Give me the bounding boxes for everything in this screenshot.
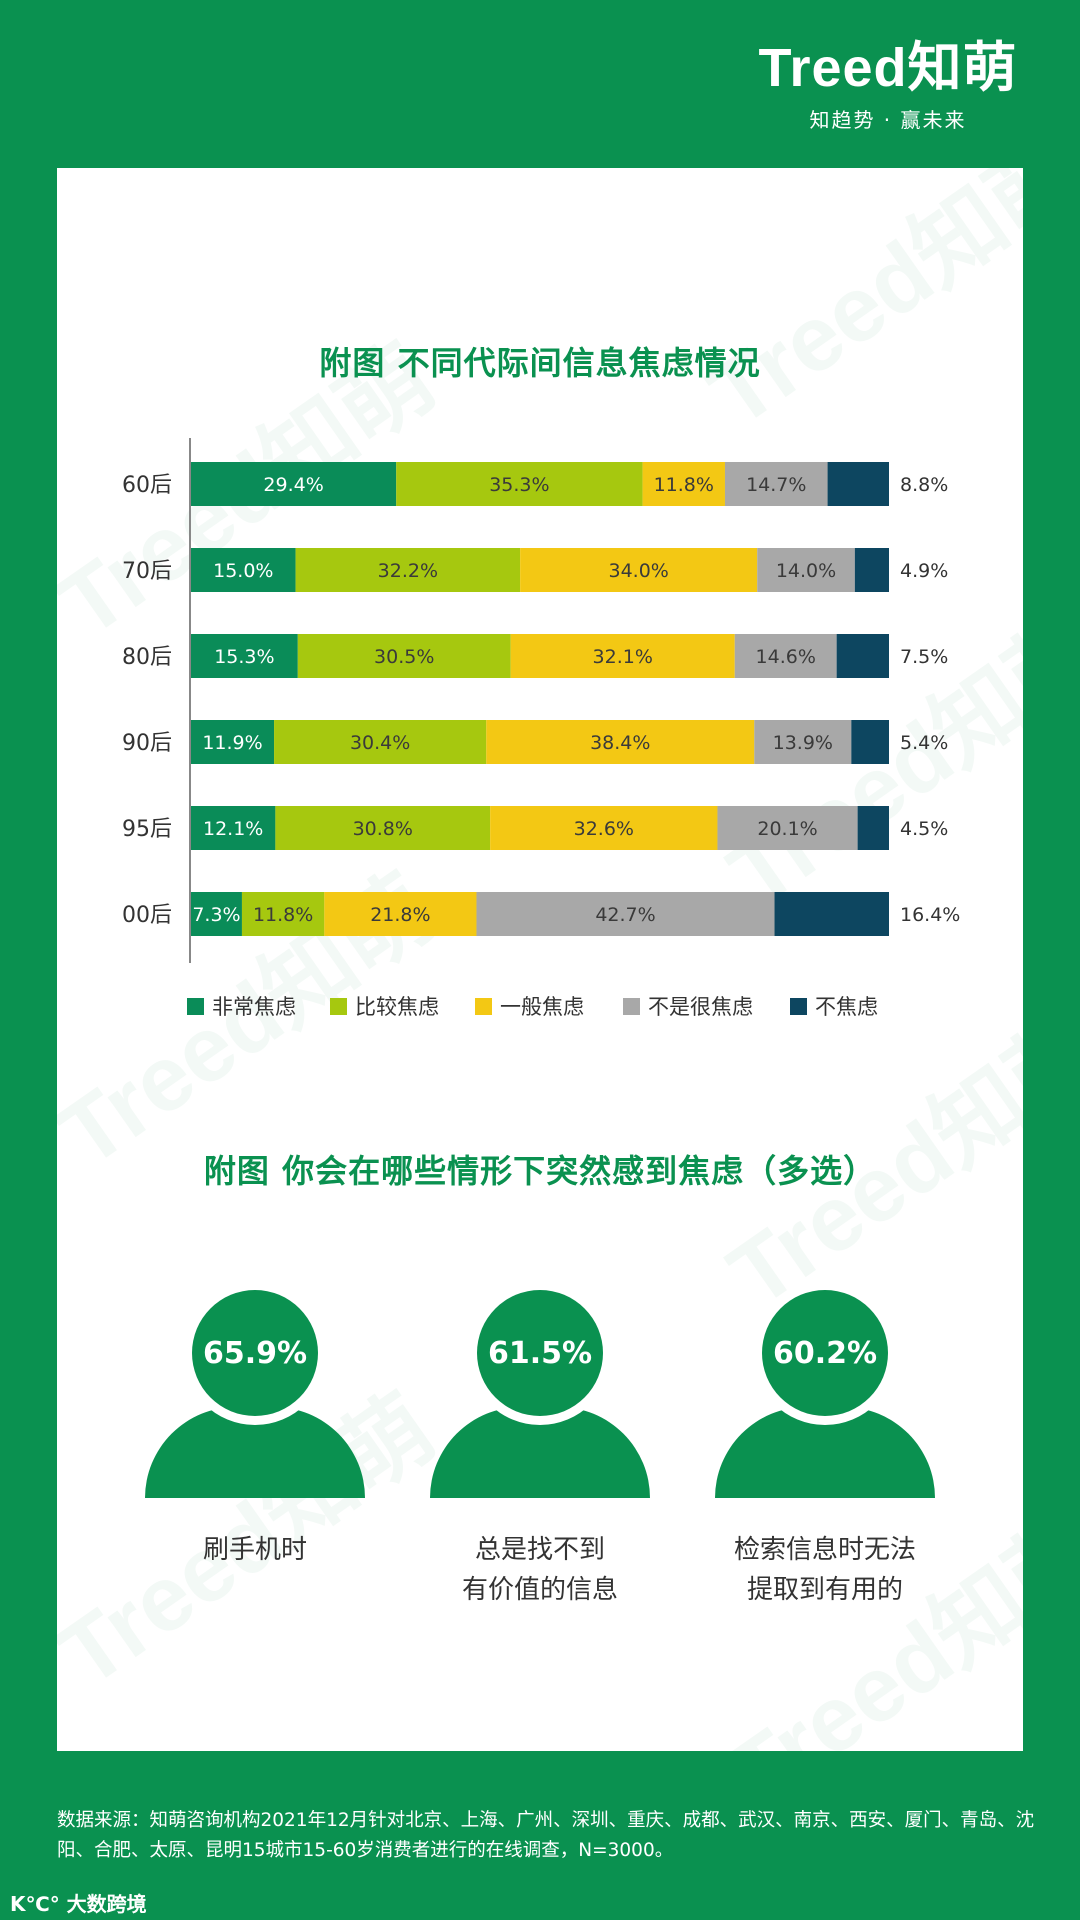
brand-header: Treed知萌 知趋势 · 赢未来: [758, 38, 1018, 133]
legend-swatch: [475, 998, 492, 1015]
data-label: 30.4%: [350, 732, 410, 754]
person-head-value: 65.9%: [192, 1290, 318, 1416]
data-label: 7.5%: [900, 646, 948, 668]
person-body-icon: [715, 1407, 935, 1498]
person-head-value: 60.2%: [762, 1290, 888, 1416]
person-stat-1: 65.9% 刷手机时: [145, 1290, 365, 1670]
data-label: 32.1%: [593, 646, 653, 668]
bar-segment: [510, 634, 735, 678]
chart-title: 附图 不同代际间信息焦虑情况: [319, 344, 761, 382]
data-label: 34.0%: [608, 560, 668, 582]
data-label: 42.7%: [595, 904, 655, 926]
bar-segment: [274, 720, 487, 764]
bar-segment: [191, 462, 397, 506]
bar-segment: [295, 548, 521, 592]
data-label: 32.6%: [574, 818, 634, 840]
bar-segment: [774, 892, 889, 936]
category-label: 60后: [122, 473, 172, 498]
data-label: 14.6%: [756, 646, 816, 668]
data-label: 7.3%: [192, 904, 240, 926]
person-stat-3: 60.2% 检索信息时无法 提取到有用的: [715, 1290, 935, 1670]
bar-segment: [191, 806, 276, 850]
bar-segment: [724, 462, 828, 506]
category-label: 80后: [122, 645, 172, 670]
data-label: 20.1%: [757, 818, 817, 840]
data-label: 12.1%: [203, 818, 263, 840]
bar-segment: [191, 720, 275, 764]
bar-segment: [396, 462, 643, 506]
legend-swatch: [623, 998, 640, 1015]
bar-segment: [754, 720, 852, 764]
data-label: 35.3%: [489, 474, 549, 496]
data-label: 30.5%: [374, 646, 434, 668]
bar-segment: [836, 634, 889, 678]
bar-segment: [191, 892, 242, 936]
data-label: 16.4%: [900, 904, 960, 926]
bar-segment: [757, 548, 855, 592]
data-label: 30.8%: [353, 818, 413, 840]
data-label: 15.0%: [213, 560, 273, 582]
bar-segment: [191, 634, 298, 678]
person-stat-2: 61.5% 总是找不到 有价值的信息: [430, 1290, 650, 1670]
data-label: 15.3%: [214, 646, 274, 668]
bar-segment: [275, 806, 491, 850]
data-label: 5.4%: [900, 732, 948, 754]
legend-swatch: [330, 998, 347, 1015]
bar-segment: [476, 892, 775, 936]
bar-segment: [642, 462, 725, 506]
legend-label: 比较焦虑: [355, 995, 439, 1019]
bar-segment: [857, 806, 889, 850]
bar-segment: [854, 548, 889, 592]
bar-segment: [297, 634, 511, 678]
legend-swatch: [187, 998, 204, 1015]
data-label: 4.9%: [900, 560, 948, 582]
category-label: 95后: [122, 817, 172, 842]
bar-segment: [717, 806, 858, 850]
bar-segment: [486, 720, 755, 764]
bar-segment: [241, 892, 325, 936]
person-body-icon: [145, 1407, 365, 1498]
bar-segment: [734, 634, 837, 678]
data-label: 21.8%: [370, 904, 430, 926]
data-label: 8.8%: [900, 474, 948, 496]
bar-segment: [827, 462, 889, 506]
stacked-bar-chart: 29.4% 35.3% 11.8% 14.7% 8.8% 60后 15.0% 32.2% 34.…: [122, 438, 960, 1019]
data-label: 4.5%: [900, 818, 948, 840]
person-body-icon: [430, 1407, 650, 1498]
person-caption: 刷手机时: [202, 1535, 307, 1565]
legend-swatch: [790, 998, 807, 1015]
person-caption: 检索信息时无法 提取到有用的: [733, 1535, 916, 1605]
data-source-note: 数据来源：知萌咨询机构2021年12月针对北京、上海、广州、深圳、重庆、成都、武…: [57, 1810, 1035, 1861]
legend-label: 一般焦虑: [500, 995, 584, 1019]
category-label: 70后: [122, 559, 172, 584]
brand-tagline: 知趋势 · 赢未来: [809, 108, 967, 132]
legend-label: 不是很焦虑: [648, 995, 753, 1019]
category-label: 00后: [122, 903, 172, 928]
data-label: 38.4%: [590, 732, 650, 754]
data-label: 14.7%: [746, 474, 806, 496]
bar-segment: [520, 548, 758, 592]
person-caption: 总是找不到 有价值的信息: [461, 1535, 618, 1605]
bar-segment: [191, 548, 296, 592]
category-label: 90后: [122, 731, 172, 756]
brand-logo: Treed知萌: [758, 38, 1018, 98]
bar-segment: [490, 806, 718, 850]
footer-logo: K℃° 大数跨境: [10, 1892, 147, 1916]
section2-title: 附图 你会在哪些情形下突然感到焦虑（多选）: [203, 1152, 877, 1190]
data-label: 11.8%: [654, 474, 714, 496]
data-label: 11.8%: [253, 904, 313, 926]
content-card: Treed知萌 Treed知萌 Treed知萌 Treed知萌 Treed知萌 …: [57, 168, 1023, 1751]
data-label: 29.4%: [263, 474, 323, 496]
data-label: 14.0%: [776, 560, 836, 582]
data-label: 32.2%: [378, 560, 438, 582]
bar-segment: [324, 892, 477, 936]
bar-segment: [851, 720, 889, 764]
legend-label: 不焦虑: [815, 995, 878, 1019]
data-label: 13.9%: [773, 732, 833, 754]
legend-label: 非常焦虑: [212, 995, 296, 1019]
data-label: 11.9%: [202, 732, 262, 754]
person-head-value: 61.5%: [477, 1290, 603, 1416]
